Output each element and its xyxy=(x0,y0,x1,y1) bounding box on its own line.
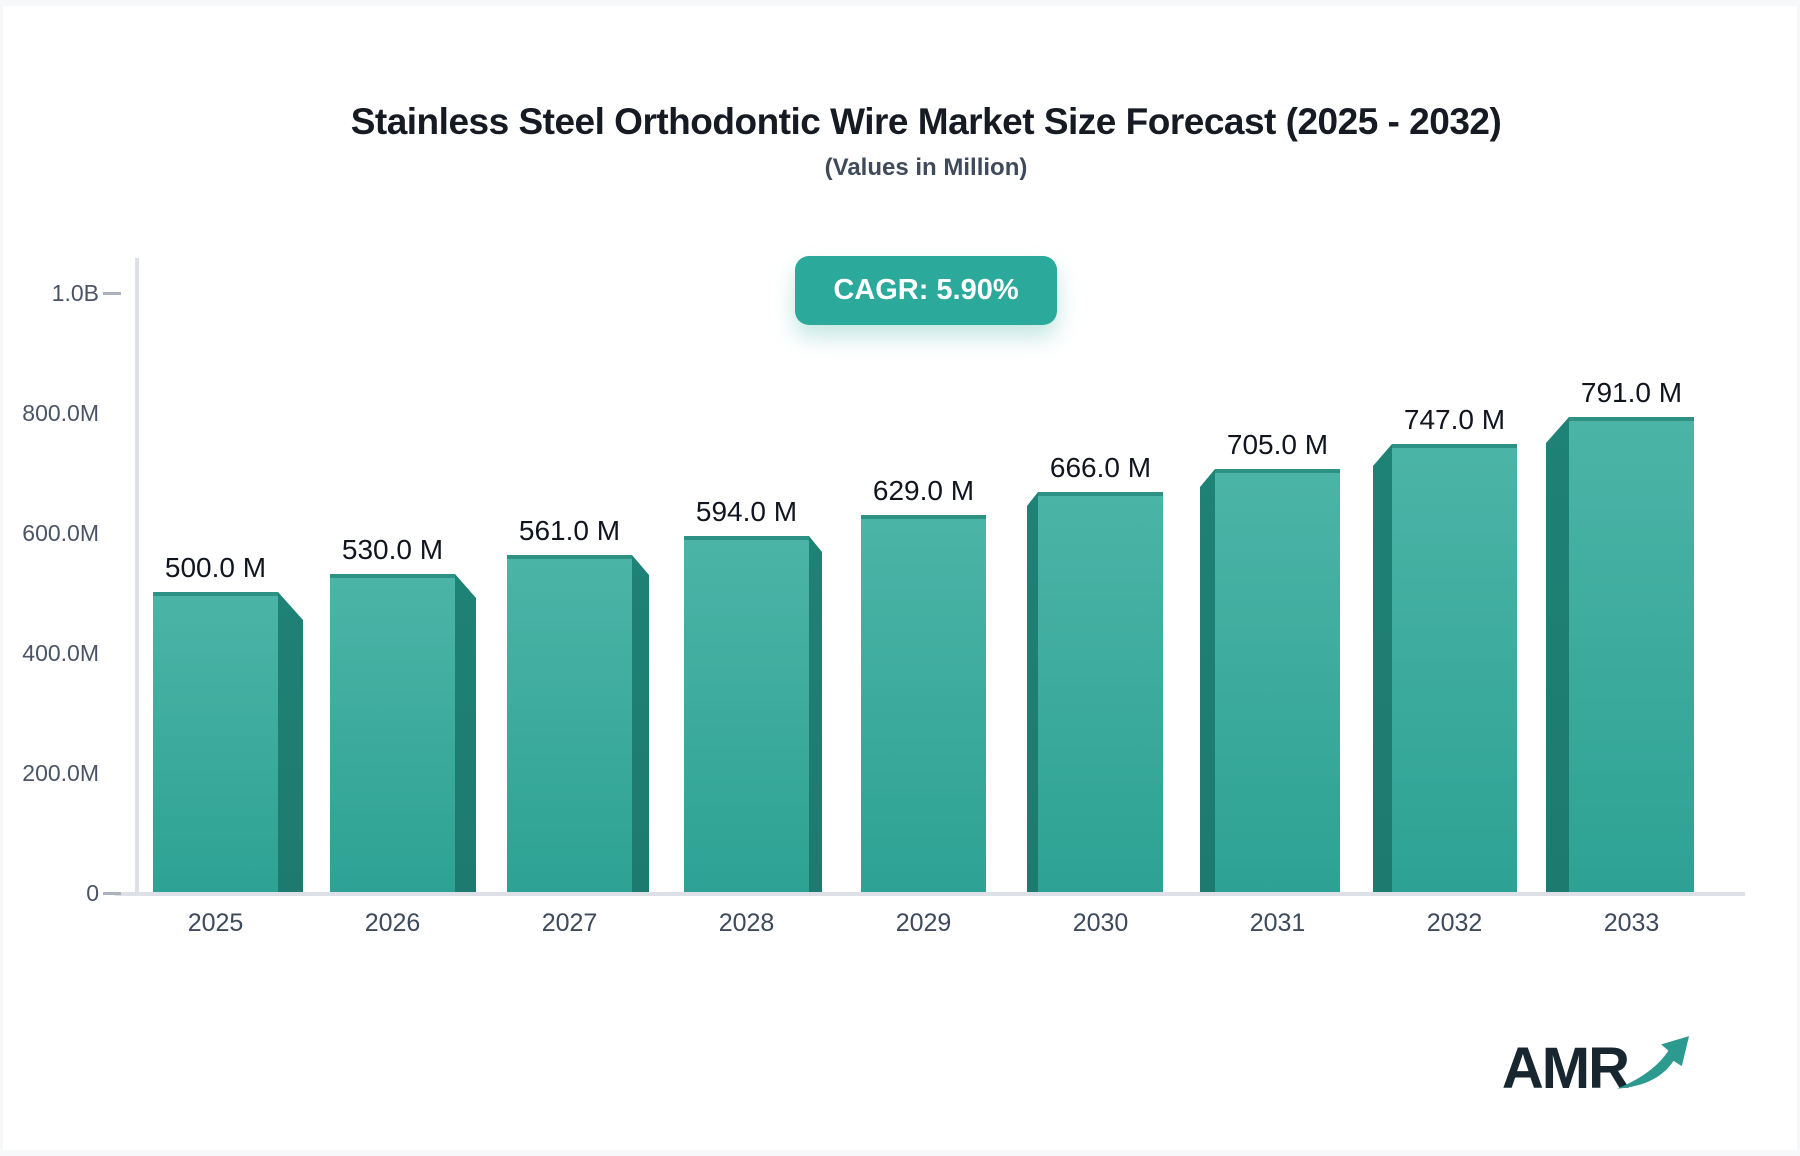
x-tick-label-2032: 2032 xyxy=(1426,909,1483,937)
bar-2026 xyxy=(330,574,455,892)
bar-value-label-2028: 594.0 M xyxy=(695,496,798,527)
bar-side-2025 xyxy=(278,592,303,892)
bar-side-2033 xyxy=(1546,417,1569,892)
bar-2028 xyxy=(684,536,809,892)
growth-arrow-icon xyxy=(1616,1036,1690,1089)
bar-value-label-2031: 705.0 M xyxy=(1226,429,1329,460)
bar-2029 xyxy=(861,515,986,892)
chart-card: Stainless Steel Orthodontic Wire Market … xyxy=(3,6,1797,1150)
bar-value-label-2030: 666.0 M xyxy=(1049,452,1152,483)
bar-side-2026 xyxy=(455,574,476,892)
bar-2033 xyxy=(1569,417,1694,892)
y-tick-mark xyxy=(103,892,121,895)
x-axis-line xyxy=(115,892,1745,896)
bar-side-2031 xyxy=(1200,469,1215,892)
y-tick-label-400.0M: 400.0M xyxy=(22,640,99,666)
y-tick-mark xyxy=(103,292,121,295)
y-axis-line xyxy=(135,258,139,896)
x-tick-label-2029: 2029 xyxy=(895,909,952,937)
bar-2025 xyxy=(153,592,278,892)
plot-area: 0 200.0M 400.0M 600.0M 800.0M 1.0B 500.0 M 2025… xyxy=(3,6,1797,1150)
y-tick-label-200.0M: 200.0M xyxy=(22,760,99,786)
cagr-badge: CAGR: 5.90% xyxy=(795,256,1057,325)
bar-value-label-2029: 629.0 M xyxy=(872,475,975,506)
bar-2027 xyxy=(507,555,632,892)
bar-value-label-2026: 530.0 M xyxy=(341,534,444,565)
bar-side-2030 xyxy=(1027,492,1038,892)
x-tick-label-2026: 2026 xyxy=(364,909,421,937)
x-tick-label-2033: 2033 xyxy=(1603,909,1660,937)
bar-side-2028 xyxy=(809,536,822,892)
y-tick-label-1.0B: 1.0B xyxy=(51,280,99,306)
bar-2031 xyxy=(1215,469,1340,892)
x-tick-label-2027: 2027 xyxy=(541,909,598,937)
cagr-badge-wrap: CAGR: 5.90% xyxy=(55,256,1797,325)
x-tick-label-2031: 2031 xyxy=(1249,909,1306,937)
bar-value-label-2032: 747.0 M xyxy=(1403,404,1506,435)
chart-title: Stainless Steel Orthodontic Wire Market … xyxy=(350,101,1502,142)
x-tick-label-2025: 2025 xyxy=(187,909,244,937)
chart-subtitle: (Values in Million) xyxy=(824,154,1028,181)
bar-2030 xyxy=(1038,492,1163,892)
bar-value-label-2025: 500.0 M xyxy=(164,552,267,583)
y-tick-label-800.0M: 800.0M xyxy=(22,400,99,426)
bar-side-2032 xyxy=(1373,444,1392,892)
y-tick-label-0: 0 xyxy=(86,880,99,906)
bar-value-label-2027: 561.0 M xyxy=(518,515,621,546)
x-tick-label-2030: 2030 xyxy=(1072,909,1129,937)
bar-side-2027 xyxy=(632,555,649,892)
bar-2032 xyxy=(1392,444,1517,892)
y-tick-label-600.0M: 600.0M xyxy=(22,520,99,546)
x-tick-label-2028: 2028 xyxy=(718,909,775,937)
bar-value-label-2033: 791.0 M xyxy=(1580,377,1683,408)
brand-logo: AMR xyxy=(1502,1032,1698,1098)
brand-logo-text: AMR xyxy=(1501,1036,1630,1101)
